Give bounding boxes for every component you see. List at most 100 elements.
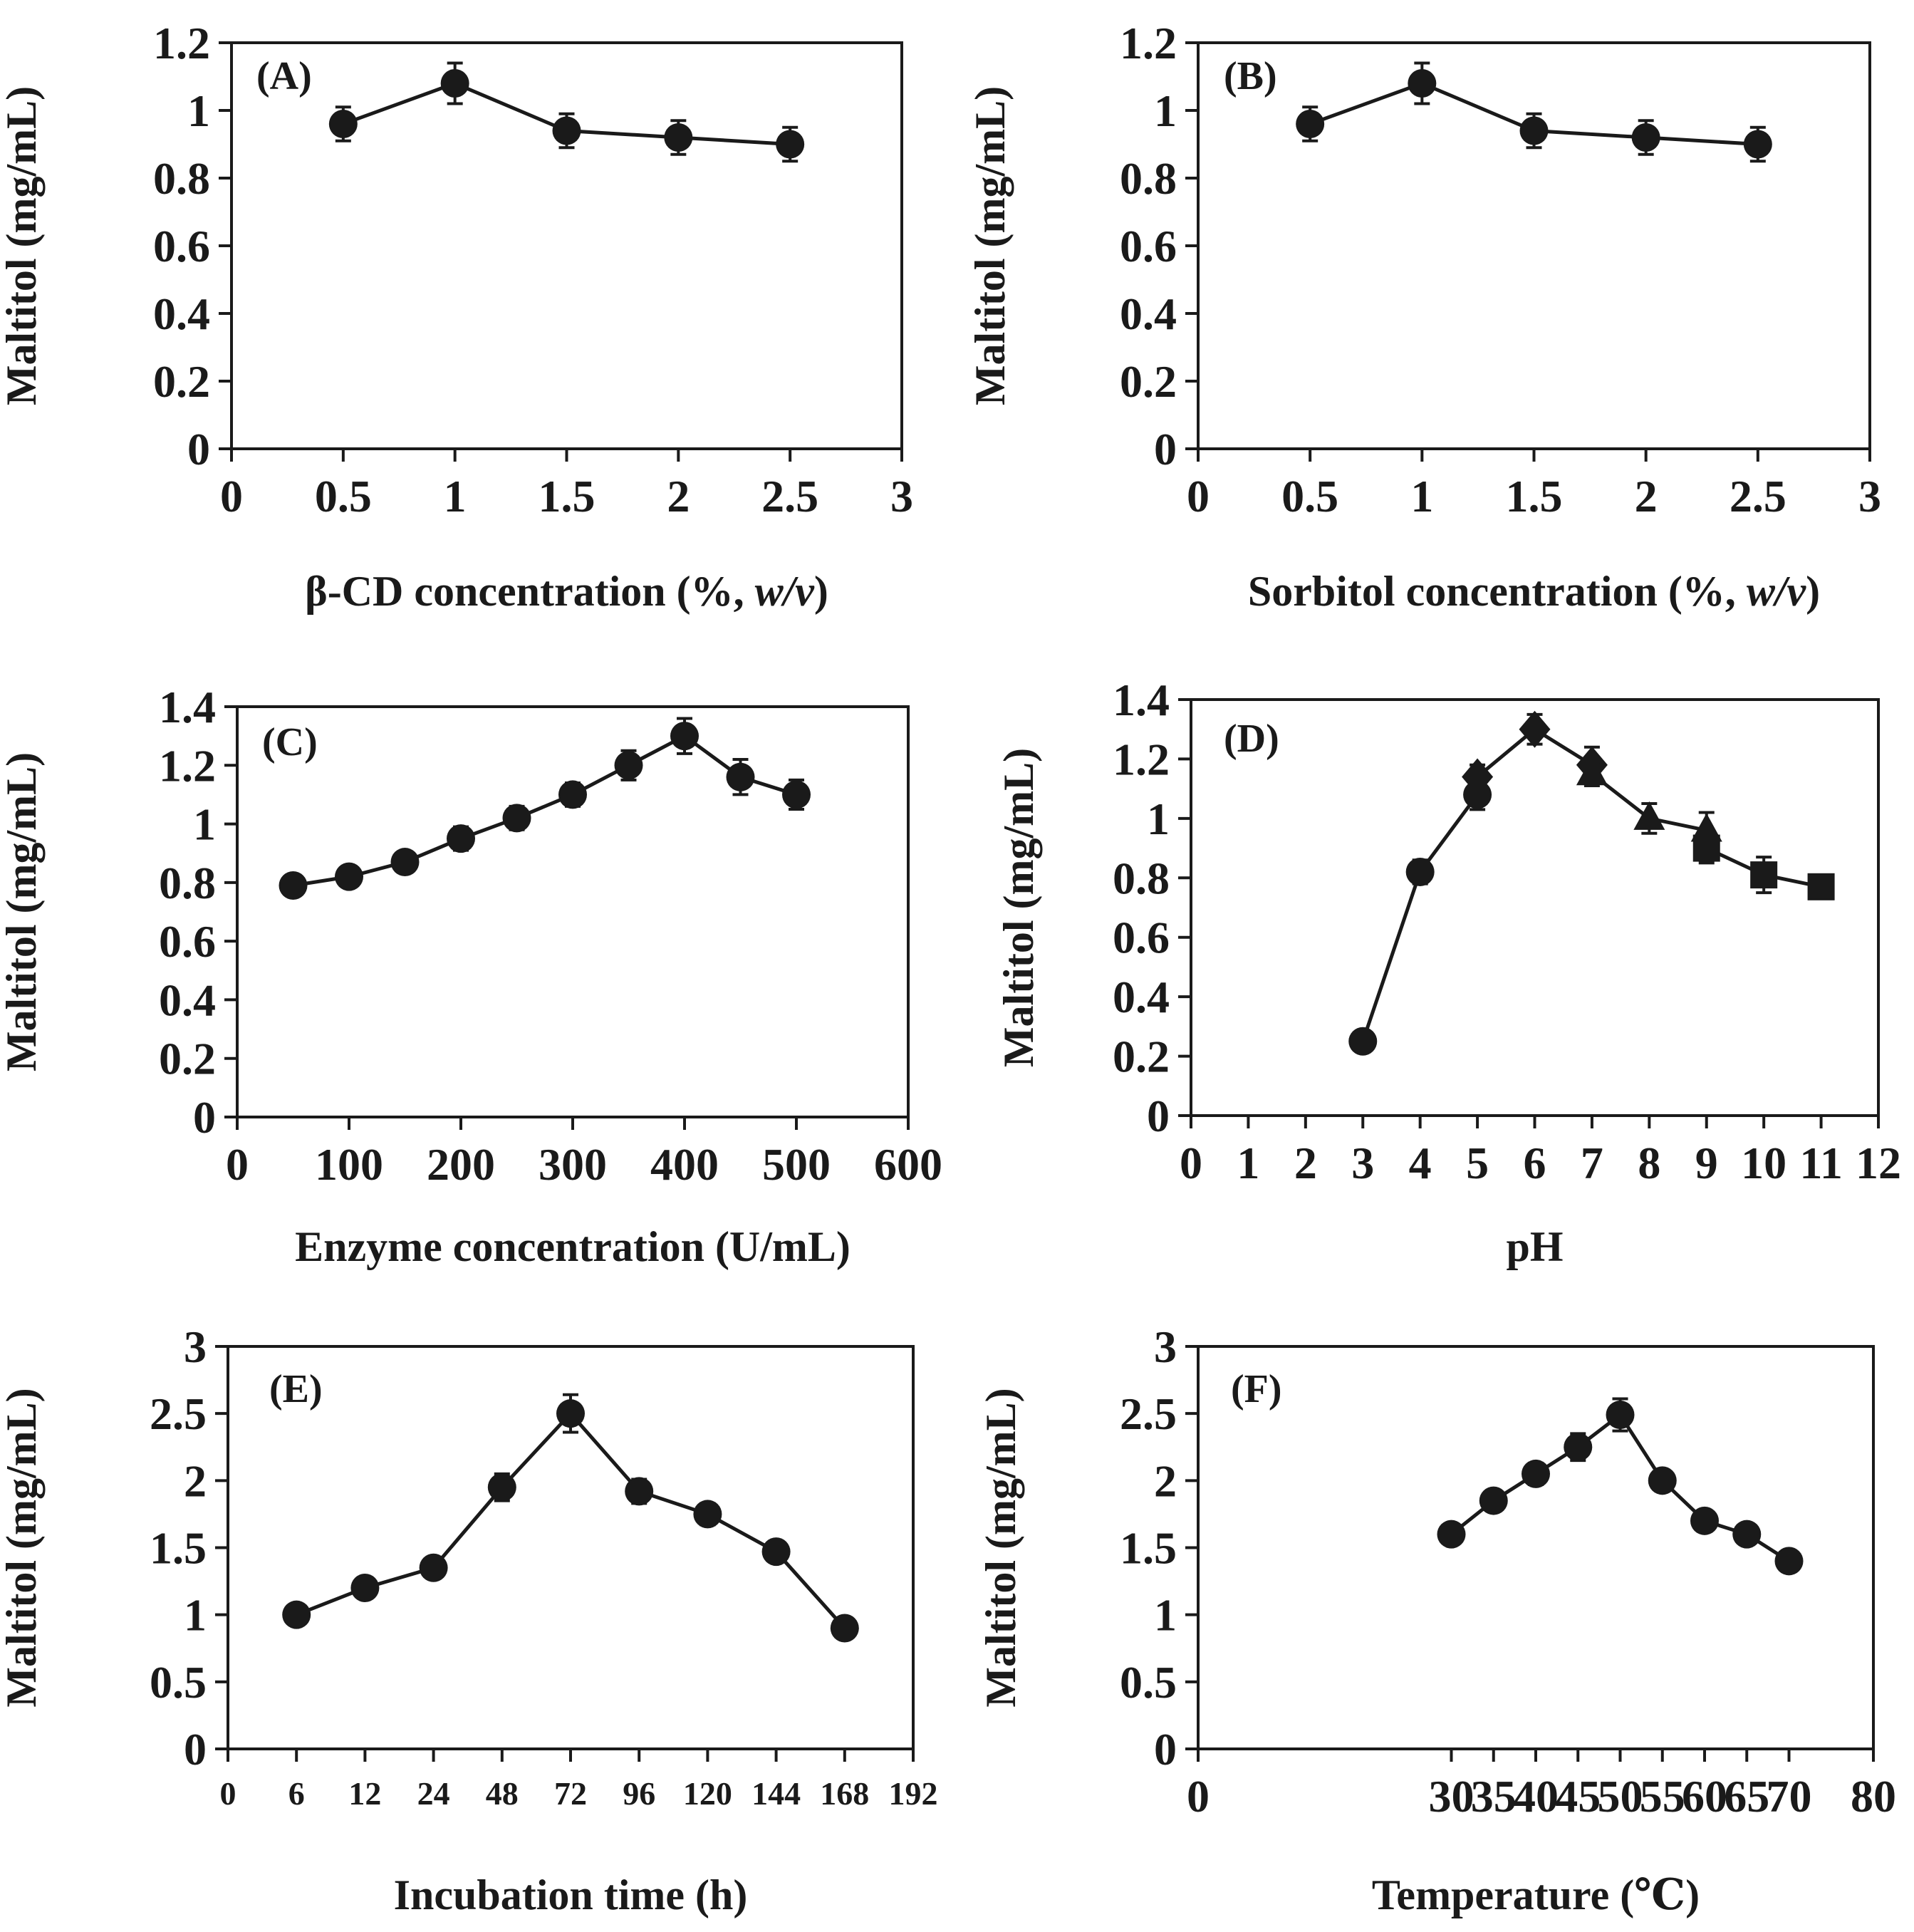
data-point: [1437, 1520, 1466, 1549]
y-tick-label: 1.4: [159, 682, 216, 732]
series-line: [293, 734, 797, 888]
y-axis-label: Maltitol (mg/mL): [0, 86, 45, 405]
y-tick-label: 0: [193, 1092, 216, 1143]
y-tick-label: 0.6: [159, 916, 216, 967]
data-point: [1743, 130, 1772, 159]
x-tick-label: 2: [667, 471, 690, 521]
data-point: [440, 69, 469, 98]
y-tick-label: 0: [1154, 1724, 1177, 1775]
y-tick-label: 0.4: [153, 289, 210, 339]
y-tick-label: 3: [1154, 1321, 1177, 1372]
x-tick-label: 80: [1851, 1771, 1896, 1822]
y-tick-label: 0: [1154, 424, 1177, 474]
y-axis-label: Maltitol (mg/mL): [0, 752, 45, 1071]
x-tick-label: 144: [751, 1775, 801, 1812]
data-point: [558, 780, 587, 809]
data-point: [419, 1553, 448, 1582]
x-tick-label: 40: [1513, 1771, 1559, 1822]
plot-frame: [230, 41, 903, 450]
data-point: [552, 116, 581, 145]
data-point: [614, 751, 643, 780]
x-tick-label: 10: [1741, 1138, 1786, 1188]
y-tick-label: 0.5: [1120, 1657, 1177, 1708]
x-tick-label: 9: [1695, 1138, 1718, 1188]
x-tick-label: 0: [220, 471, 243, 521]
y-tick-label: 1.2: [153, 18, 210, 68]
plot-frame: [236, 705, 910, 1118]
x-tick-label: 0.5: [315, 471, 372, 521]
y-tick-label: 0.8: [153, 153, 210, 204]
y-tick-label: 0.4: [159, 975, 216, 1025]
y-tick-label: 0.8: [159, 858, 216, 908]
data-point: [1631, 123, 1660, 152]
data-point: [282, 1600, 311, 1629]
series-line: [1361, 793, 1479, 1042]
data-point: [335, 862, 363, 891]
data-point: [726, 762, 755, 791]
y-tick-label: 1.5: [150, 1523, 207, 1574]
x-axis-label: Sorbitol concentration (%, w/v): [1248, 568, 1820, 615]
x-tick-label: 8: [1638, 1138, 1660, 1188]
y-axis-label: Maltitol (mg/mL): [0, 1388, 45, 1707]
data-point: [1606, 1401, 1635, 1430]
x-tick-label: 72: [554, 1775, 587, 1812]
panel-label: (E): [269, 1367, 323, 1411]
plot-frame: [1197, 41, 1871, 450]
data-point: [556, 1399, 585, 1428]
data-point: [1576, 757, 1608, 786]
x-tick-label: 12: [1856, 1138, 1901, 1188]
x-tick-label: 0: [1187, 471, 1210, 521]
panel-c: 0 0.2 0.4 0.6 0.8 1 1.2 1.4 0 100 200 300 400 500 600 E…: [0, 682, 942, 1270]
y-tick-label: 1: [184, 1590, 207, 1641]
x-axis-label: pH: [1506, 1223, 1563, 1270]
y-tick-label: 0.2: [1113, 1032, 1170, 1082]
data-point: [1633, 801, 1665, 830]
data-point: [502, 804, 531, 833]
y-tick-label: 1.5: [1120, 1523, 1177, 1574]
y-tick-label: 3: [184, 1321, 207, 1372]
data-point: [1690, 1506, 1719, 1535]
y-axis-label: Maltitol (mg/mL): [977, 1388, 1024, 1707]
y-tick-label: 2.5: [150, 1388, 207, 1439]
data-point: [279, 871, 308, 900]
y-tick-label: 0.6: [1120, 221, 1177, 271]
panel-label: (C): [262, 720, 318, 764]
y-tick-label: 2: [184, 1455, 207, 1506]
y-tick-label: 2.5: [1120, 1388, 1177, 1439]
panel-d: 00.20.40.60.811.21.40 1 2 3 4 5 6 7 8 9 10 11 12pHMa…: [995, 675, 1901, 1270]
y-tick-label: 1.4: [1113, 675, 1170, 725]
x-tick-label: 1.5: [1506, 471, 1563, 521]
data-point: [782, 780, 811, 809]
series-line: [296, 1411, 846, 1630]
x-tick-label: 300: [539, 1139, 607, 1190]
x-tick-label: 2.5: [1730, 471, 1786, 521]
x-tick-label: 192: [889, 1775, 938, 1812]
y-tick-label: 1: [1154, 85, 1177, 136]
data-point: [1519, 710, 1551, 748]
x-tick-label: 200: [427, 1139, 495, 1190]
data-point: [487, 1473, 516, 1502]
data-point: [670, 722, 699, 751]
x-tick-label: 96: [623, 1775, 655, 1812]
data-point: [1732, 1520, 1762, 1549]
x-tick-label: 2: [1294, 1138, 1317, 1188]
panel-label: (B): [1224, 54, 1277, 98]
y-tick-label: 0.8: [1113, 853, 1170, 903]
y-tick-label: 0.4: [1113, 972, 1170, 1022]
x-tick-label: 400: [650, 1139, 719, 1190]
x-tick-label: 0: [220, 1775, 236, 1812]
x-axis-label: Enzyme concentration (U/mL): [295, 1223, 851, 1270]
x-tick-label: 120: [683, 1775, 732, 1812]
x-axis-label: β-CD concentration (%, w/v): [305, 568, 828, 615]
data-point: [350, 1574, 380, 1602]
data-point: [1348, 1027, 1378, 1056]
y-tick-label: 0.2: [159, 1034, 216, 1084]
data-point: [390, 848, 420, 877]
x-tick-label: 600: [874, 1139, 942, 1190]
x-tick-label: 3: [1351, 1138, 1374, 1188]
panel-label: (D): [1224, 717, 1279, 761]
x-tick-label: 24: [417, 1775, 450, 1812]
panel-b: 0 0.2 0.4 0.6 0.8 1 1.2 0 0.5 1 1.5 2 2.5 3 Sorbitol c…: [967, 18, 1881, 615]
